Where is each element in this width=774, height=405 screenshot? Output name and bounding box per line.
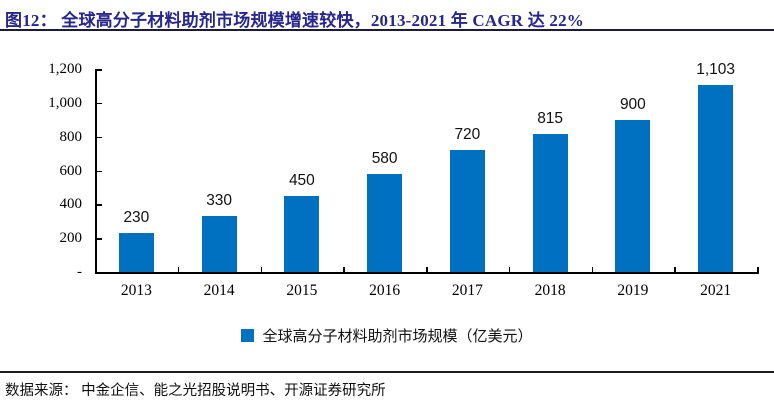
title-divider-line (0, 29, 774, 31)
y-axis-tick-label: 1,200 (48, 61, 82, 77)
bar-value-label: 720 (454, 126, 481, 144)
y-axis-tick (96, 69, 102, 71)
y-axis-tick-label: 1,000 (48, 94, 82, 111)
x-axis-category-label: 2015 (286, 282, 318, 299)
y-axis-tick (96, 170, 102, 172)
chart-legend: 全球高分子材料助剂市场规模（亿美元） (0, 324, 774, 346)
bar-value-label: 815 (537, 110, 564, 128)
x-axis-line (95, 272, 759, 274)
y-axis-tick (96, 136, 102, 139)
x-axis-tick (426, 267, 428, 272)
x-axis-tick (177, 267, 180, 272)
bar-2014 (201, 216, 237, 272)
bar-value-label: 1,103 (696, 61, 736, 79)
footer-divider-line (0, 371, 774, 373)
x-axis-category-label: 2014 (203, 282, 235, 299)
data-source-note: 数据来源： 中金企信、能之光招股说明书、开源证券研究所 (5, 383, 386, 399)
y-axis-tick-label: 800 (59, 128, 83, 145)
bar-value-label: 580 (371, 149, 398, 167)
bar-2018 (532, 134, 568, 272)
x-axis-category-label: 2019 (617, 282, 649, 299)
x-axis-tick (591, 267, 593, 272)
y-axis-tick (96, 238, 102, 240)
x-axis-tick (508, 267, 511, 272)
x-axis-tick (260, 267, 262, 272)
y-axis-tick-label: 600 (59, 162, 83, 179)
bar-2019 (615, 119, 651, 272)
bar-chart: - 200 400 600 800 1,000 1,200 230 2013 330 2014 450… (0, 38, 774, 320)
x-axis-category-label: 2021 (700, 282, 732, 299)
x-axis-category-label: 2016 (369, 282, 401, 299)
legend-label: 全球高分子材料助剂市场规模（亿美元） (262, 328, 533, 345)
x-axis-category-label: 2017 (451, 282, 483, 299)
bar-2021 (698, 85, 734, 272)
bar-2017 (449, 150, 485, 272)
bar-value-label: 900 (619, 95, 646, 113)
y-axis-tick (96, 102, 102, 105)
x-axis-tick (95, 267, 97, 272)
x-axis-category-label: 2018 (534, 282, 566, 299)
bar-2016 (367, 173, 403, 272)
bar-value-label: 230 (123, 209, 150, 227)
x-axis-category-label: 2013 (120, 282, 152, 299)
x-axis-tick (674, 267, 676, 272)
y-axis-tick (96, 204, 102, 206)
y-axis-tick-label: - (77, 264, 82, 280)
y-axis-tick-label: 200 (59, 230, 83, 247)
bar-2013 (118, 233, 154, 272)
y-axis-line (95, 69, 97, 272)
bar-value-label: 450 (288, 171, 315, 189)
chart-title: 图12： 全球高分子材料助剂市场规模增速较快，2013-2021 年 CAGR … (5, 11, 584, 30)
bar-2015 (284, 195, 320, 272)
y-axis-tick-label: 400 (59, 196, 83, 213)
x-axis-tick (343, 267, 345, 272)
legend-swatch-icon (241, 328, 255, 342)
bar-value-label: 330 (206, 192, 233, 210)
x-axis-tick (757, 267, 759, 272)
